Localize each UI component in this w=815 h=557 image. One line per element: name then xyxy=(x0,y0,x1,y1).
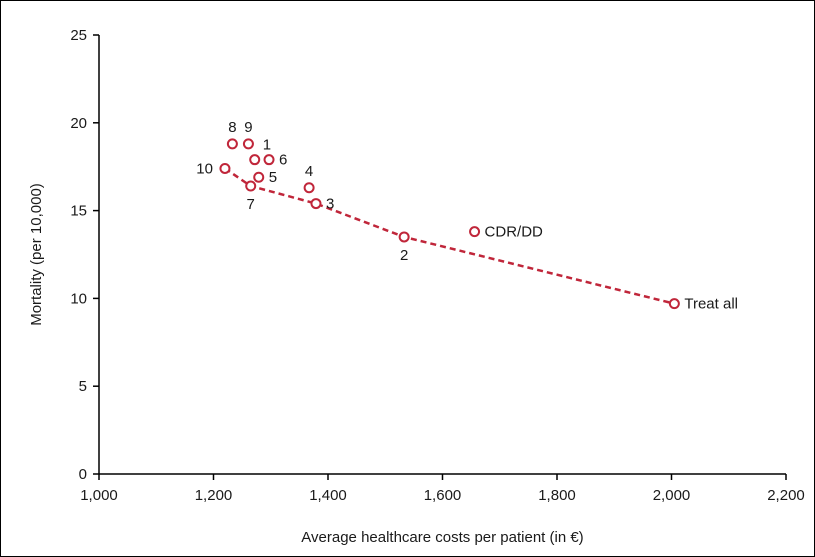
data-point xyxy=(226,138,238,150)
point-label: 9 xyxy=(244,119,252,136)
point-label: 4 xyxy=(305,163,313,180)
x-tick-label: 1,200 xyxy=(195,487,233,504)
data-point xyxy=(469,226,481,238)
point-label: 7 xyxy=(247,196,255,213)
x-axis-title: Average healthcare costs per patient (in… xyxy=(301,529,583,546)
data-point xyxy=(263,154,275,166)
y-tick-label: 5 xyxy=(79,378,87,395)
point-label: 1 xyxy=(263,137,271,154)
data-point xyxy=(242,138,254,150)
x-tick-label: 1,600 xyxy=(424,487,462,504)
data-point xyxy=(398,231,410,243)
point-label: 3 xyxy=(326,196,334,213)
point-label: 5 xyxy=(269,169,277,186)
x-tick-label: 1,400 xyxy=(309,487,347,504)
y-tick-label: 0 xyxy=(79,466,87,483)
data-point xyxy=(245,180,257,192)
y-axis-title: Mortality (per 10,000) xyxy=(28,183,45,326)
data-point xyxy=(253,171,265,183)
point-label: CDR/DD xyxy=(485,224,543,241)
y-tick-label: 25 xyxy=(70,27,87,44)
data-point xyxy=(303,182,315,194)
point-label: Treat all xyxy=(684,296,738,313)
point-label: 6 xyxy=(279,152,287,169)
data-points: 8 916 10 57 43 2 CDR/DD Treat all xyxy=(196,119,738,313)
data-point xyxy=(249,154,261,166)
y-tick-label: 10 xyxy=(70,290,87,307)
y-tick-label: 15 xyxy=(70,203,87,220)
data-point xyxy=(310,198,322,210)
frontier-line xyxy=(224,167,675,305)
x-tick-label: 1,000 xyxy=(80,487,118,504)
point-label: 2 xyxy=(400,247,408,264)
data-point xyxy=(219,162,231,174)
x-tick-label: 2,200 xyxy=(767,487,805,504)
x-tick-label: 2,000 xyxy=(653,487,691,504)
point-label: 10 xyxy=(196,160,213,177)
axes: 1,000 1,200 1,400 1,600 1,800 2,000 2,200 0 5 10 1… xyxy=(70,27,804,504)
data-point xyxy=(668,298,680,310)
y-tick-label: 20 xyxy=(70,115,87,132)
x-tick-label: 1,800 xyxy=(538,487,576,504)
point-label: 8 xyxy=(228,119,236,136)
efficiency-frontier xyxy=(224,167,675,305)
